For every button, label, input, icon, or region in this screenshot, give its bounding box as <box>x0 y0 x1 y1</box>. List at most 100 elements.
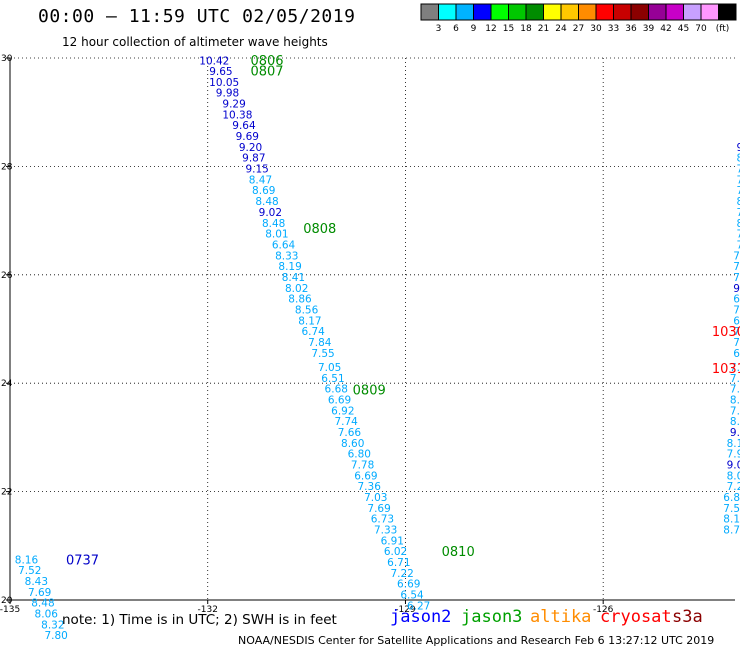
sat-cryosat: cryosat <box>600 607 672 627</box>
data-point-label: 8.74 <box>730 394 740 406</box>
data-point-label: 7.71 <box>736 239 740 251</box>
sat-altika: altika <box>530 607 592 627</box>
data-point-label: 6.82 <box>723 492 740 504</box>
data-point-label: 7.55 <box>311 348 334 360</box>
data-point-label: 6.54 <box>400 590 424 602</box>
data-point-label: 8.01 <box>265 229 288 241</box>
data-point-label: 7.69 <box>367 503 390 515</box>
legend-swatch <box>543 3 562 21</box>
legend-swatch <box>525 3 544 21</box>
data-point-label: 7.87 <box>733 337 740 349</box>
data-point-label: 8.47 <box>249 174 272 186</box>
data-point-label: 7.58 <box>723 503 740 515</box>
time-annotation: 0808 <box>303 222 336 237</box>
data-point-label: 9.26 <box>733 283 740 295</box>
x-tick-label: -135 <box>0 605 20 615</box>
color-legend: 3 6 9 12 15 18 21 24 27 30 33 36 39 42 45 70 (ft) <box>420 3 737 34</box>
data-point-label: 7.04 <box>730 362 740 374</box>
data-point-label: 9.05 <box>727 460 740 472</box>
time-annotation: 0807 <box>250 64 283 79</box>
y-tick-label: 24 <box>1 379 13 389</box>
legend-label: 27 <box>573 24 584 34</box>
legend-label: (ft) <box>716 24 730 34</box>
data-point-label: 6.51 <box>321 373 344 385</box>
data-point-label: 7.03 <box>364 492 387 504</box>
data-point-label: 8.71 <box>723 525 740 537</box>
legend-swatch <box>665 3 684 21</box>
data-point-label: 9.98 <box>216 88 239 100</box>
legend-label: 45 <box>678 24 689 34</box>
legend-swatch <box>560 3 579 21</box>
data-point-label: 8.29 <box>736 153 740 165</box>
data-point-label: 7.28 <box>736 185 740 197</box>
data-point-label: 9.29 <box>222 99 245 111</box>
data-point-label: 6.81 <box>733 348 740 360</box>
data-point-label: 7.78 <box>736 207 740 219</box>
data-point-label: 6.60 <box>733 294 740 306</box>
x-tick-label: -129 <box>395 605 416 615</box>
sat-s3a: s3a <box>672 607 703 627</box>
data-point-label: 7.95 <box>727 449 740 461</box>
data-point-label: 8.06 <box>35 609 59 621</box>
data-point-label: 8.33 <box>275 250 298 262</box>
data-point-label: 7.74 <box>334 416 358 428</box>
chart-subtitle: 12 hour collection of altimeter wave hei… <box>62 35 328 49</box>
data-point-label: 7.84 <box>308 337 332 349</box>
legend-label: 15 <box>503 24 514 34</box>
data-point-label: 6.68 <box>325 384 348 396</box>
legend-swatch <box>630 3 649 21</box>
data-point-label: 6.69 <box>397 579 420 591</box>
footer-credit: NOAA/NESDIS Center for Satellite Applica… <box>238 634 715 647</box>
x-tick-label: -126 <box>593 605 614 615</box>
data-point-label: 7.36 <box>358 481 382 493</box>
legend-label: 24 <box>555 24 567 34</box>
legend-label: 36 <box>625 24 637 34</box>
data-point-label: 8.19 <box>278 261 301 273</box>
data-point-label: 7.15 <box>733 272 740 284</box>
data-point-label: 9.64 <box>232 120 256 132</box>
sat-jason3: jason3 <box>461 607 523 627</box>
data-point-label: 8.02 <box>285 283 308 295</box>
legend-swatch <box>683 3 702 21</box>
data-point-label: 8.41 <box>282 272 305 284</box>
data-point-label: 6.74 <box>301 326 325 338</box>
legend-swatch <box>455 3 474 21</box>
data-point-label: 8.17 <box>298 315 321 327</box>
time-annotation: 0810 <box>442 545 475 560</box>
time-annotations: 0806080708080809081007371029103010301031 <box>66 54 740 568</box>
grid-lines <box>10 57 735 600</box>
data-point-label: 7.52 <box>18 565 41 577</box>
data-point-label: 9.87 <box>242 153 265 165</box>
data-point-label: 8.56 <box>295 304 319 316</box>
y-tick-label: 26 <box>1 271 13 281</box>
data-point-label: 8.82 <box>730 416 740 428</box>
data-point-label: 8.48 <box>262 218 285 230</box>
sat-jason2: jason2 <box>390 607 452 627</box>
data-point-label: 6.73 <box>371 514 394 526</box>
data-point-label: 6.02 <box>384 546 407 558</box>
data-point-label: 7.43 <box>736 174 740 186</box>
data-point-label: 6.69 <box>354 470 377 482</box>
data-point-label: 7.14 <box>736 229 740 241</box>
data-point-label: 9.20 <box>239 142 262 154</box>
data-point-label: 9.65 <box>209 66 232 78</box>
legend-label: 70 <box>695 24 707 34</box>
data-point-label: 7.33 <box>374 525 397 537</box>
data-point-label: 6.92 <box>331 405 354 417</box>
time-annotation: 0809 <box>353 384 386 399</box>
data-point-label: 6.69 <box>328 394 351 406</box>
data-point-label: 7.05 <box>318 362 341 374</box>
data-labels: 10.429.6510.059.989.2910.389.649.699.209… <box>15 56 740 643</box>
data-point-label: 10.05 <box>209 77 239 89</box>
data-point-label: 8.02 <box>736 196 740 208</box>
chart-title: 00:00 — 11:59 UTC 02/05/2019 <box>38 6 356 27</box>
data-point-label: 9.85 <box>730 427 740 439</box>
legend-label: 9 <box>471 24 477 34</box>
y-tick-label: 30 <box>1 54 13 64</box>
axes: -135-132-129-126-123-124302826242220 <box>0 54 735 615</box>
legend-swatch <box>490 3 509 21</box>
data-point-label: 7.29 <box>733 326 740 338</box>
data-point-label: 6.80 <box>348 449 371 461</box>
y-tick-label: 20 <box>1 596 13 606</box>
